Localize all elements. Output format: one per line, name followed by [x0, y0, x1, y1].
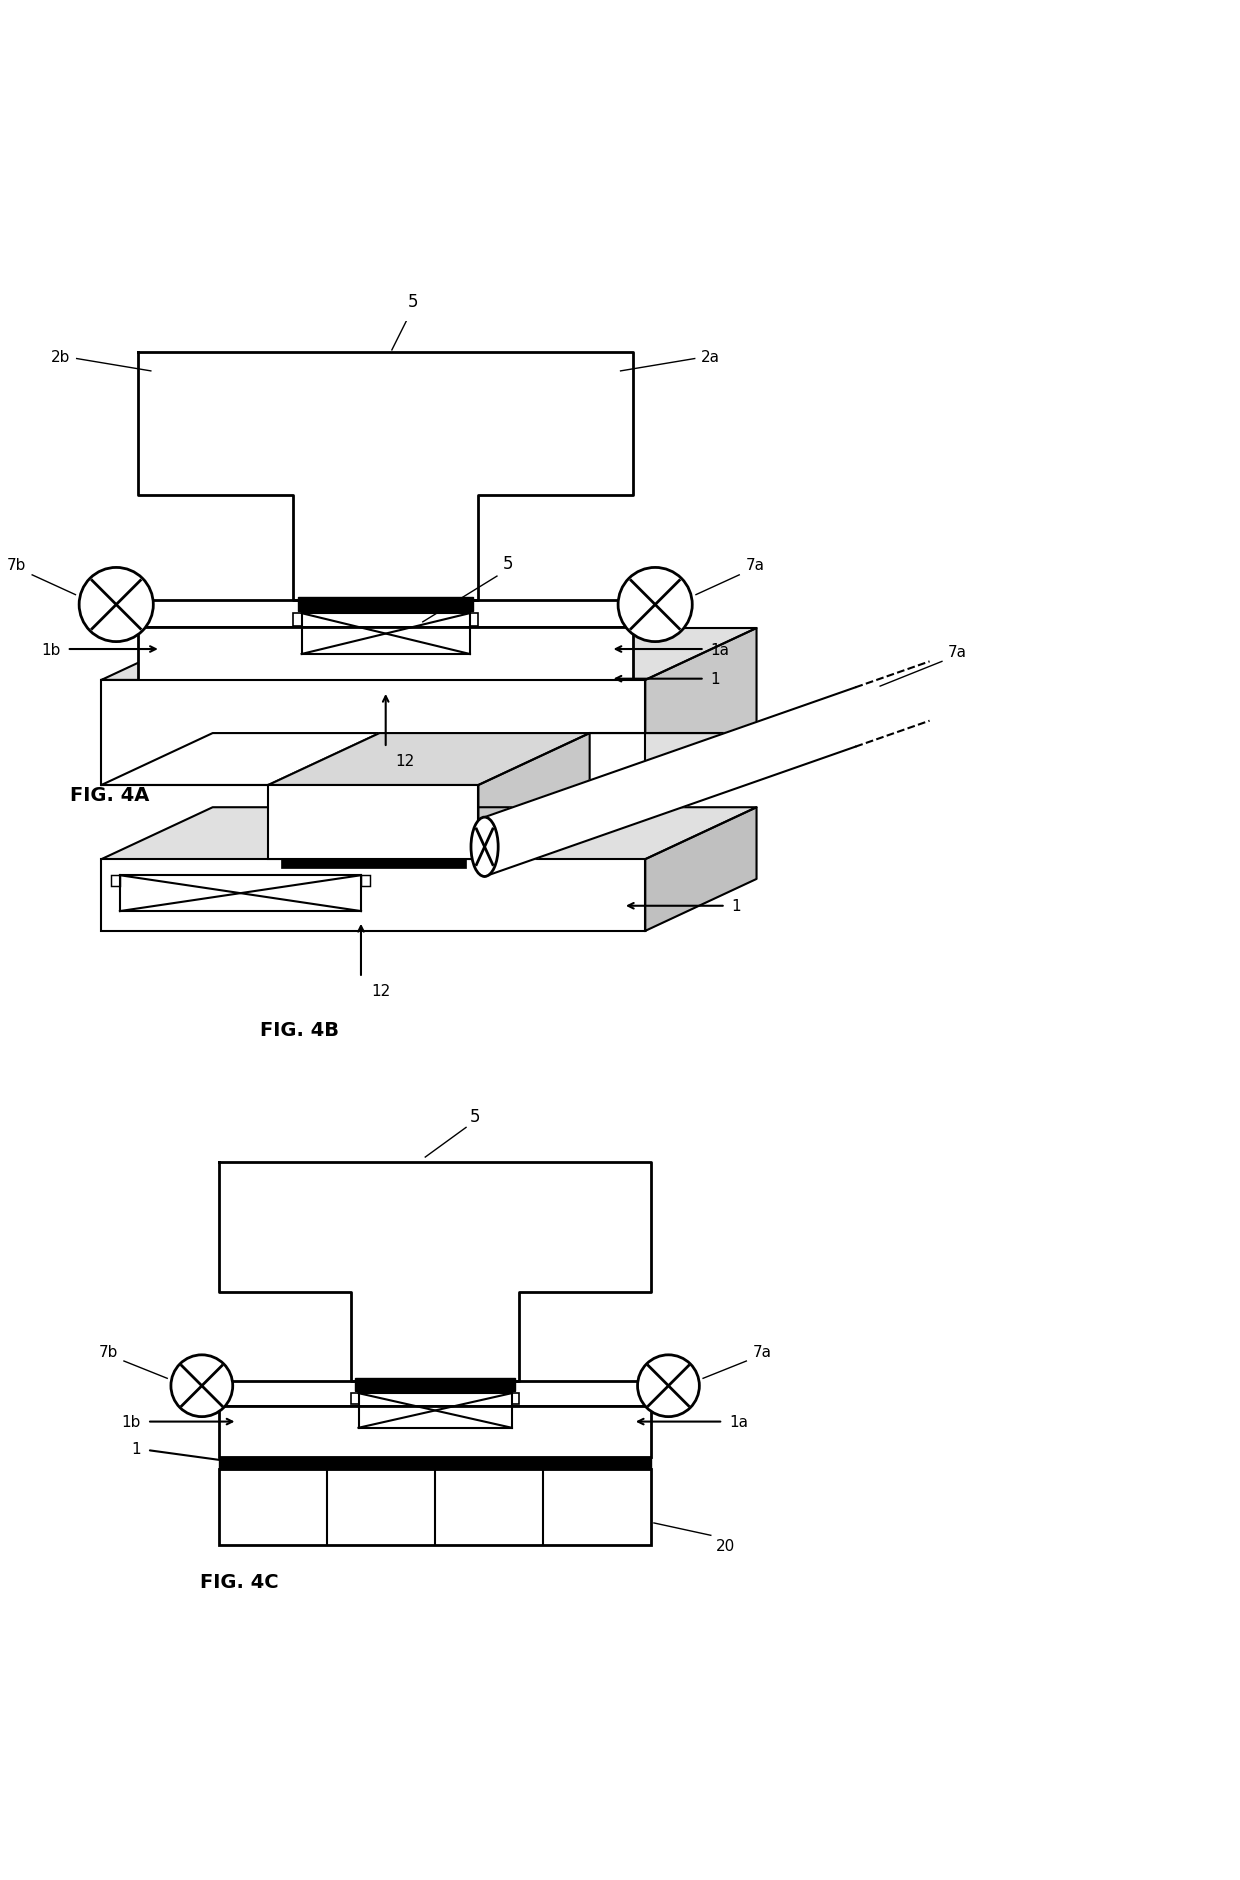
- Text: 12: 12: [371, 983, 391, 998]
- Text: FIG. 4A: FIG. 4A: [71, 786, 150, 805]
- Bar: [351, 1393, 358, 1404]
- Text: 1a: 1a: [729, 1414, 748, 1429]
- Bar: [139, 628, 632, 701]
- Bar: [512, 1393, 520, 1404]
- Polygon shape: [102, 733, 379, 786]
- Circle shape: [79, 568, 154, 643]
- Text: 7b: 7b: [6, 558, 26, 573]
- Bar: [112, 876, 120, 887]
- Circle shape: [171, 1355, 233, 1418]
- Text: 7b: 7b: [98, 1344, 118, 1359]
- Text: 7a: 7a: [753, 1344, 771, 1359]
- Bar: [102, 859, 645, 931]
- Text: 12: 12: [396, 754, 415, 769]
- Bar: [218, 1468, 651, 1545]
- Text: 2a: 2a: [701, 350, 720, 365]
- Bar: [268, 786, 479, 859]
- Text: 1a: 1a: [711, 643, 730, 658]
- Text: 7a: 7a: [745, 558, 764, 573]
- Text: 1: 1: [711, 671, 720, 686]
- Polygon shape: [268, 733, 590, 786]
- Bar: [102, 681, 645, 786]
- Bar: [293, 615, 301, 626]
- Bar: [470, 615, 479, 626]
- Polygon shape: [645, 628, 756, 786]
- Polygon shape: [645, 808, 756, 931]
- Bar: [361, 876, 370, 887]
- Bar: [218, 1406, 651, 1457]
- Ellipse shape: [471, 818, 498, 876]
- Text: FIG. 4B: FIG. 4B: [259, 1021, 339, 1040]
- Text: 1b: 1b: [122, 1414, 141, 1429]
- Text: 5: 5: [503, 555, 513, 573]
- Polygon shape: [102, 628, 756, 681]
- Text: 1: 1: [732, 899, 742, 914]
- Text: 1b: 1b: [41, 643, 61, 658]
- Bar: [280, 859, 466, 869]
- Text: 5: 5: [470, 1107, 480, 1126]
- Polygon shape: [485, 688, 856, 876]
- Text: 20: 20: [715, 1538, 735, 1553]
- Circle shape: [618, 568, 692, 643]
- Polygon shape: [479, 733, 756, 786]
- Bar: [355, 1378, 516, 1391]
- Polygon shape: [102, 808, 756, 859]
- Text: 2b: 2b: [51, 350, 71, 365]
- Bar: [218, 1457, 651, 1468]
- Bar: [298, 598, 474, 611]
- Text: 1: 1: [131, 1442, 141, 1457]
- Text: 5: 5: [408, 293, 418, 312]
- Circle shape: [637, 1355, 699, 1418]
- Polygon shape: [479, 733, 590, 859]
- Text: FIG. 4C: FIG. 4C: [201, 1572, 279, 1592]
- Text: 7a: 7a: [949, 645, 967, 660]
